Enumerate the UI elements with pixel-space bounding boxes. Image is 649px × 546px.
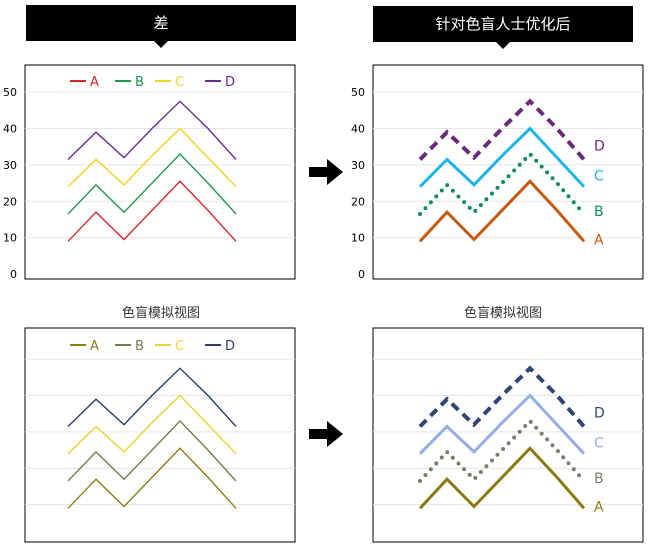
chart-bad-original: 0 10 20 30 40 50 A B C D: [3, 64, 296, 281]
chart-optimized-original: 0 10 20 30 40 50 AB CD: [351, 64, 644, 281]
series-line-b: [67, 152, 237, 215]
chart-bad-simulated: A B C D: [24, 327, 296, 543]
series-end-label-d: D: [594, 405, 605, 421]
arrow-right-icon: [309, 421, 343, 447]
y-tick-label: 10: [3, 232, 17, 245]
caption-simulation-right: 色盲模拟视图: [463, 306, 542, 321]
caption-simulation-left: 色盲模拟视图: [121, 306, 200, 321]
legend-label-c: C: [175, 75, 184, 90]
series-end-label-a: A: [594, 232, 604, 248]
arrow-right-icon: [309, 159, 343, 185]
series-line-b: [418, 418, 586, 483]
legend-label-d: D: [225, 75, 235, 90]
legend-label-d: D: [225, 339, 235, 354]
header-bad: 差: [26, 5, 296, 48]
series-end-label-c: C: [594, 436, 604, 452]
y-tick-label: 20: [351, 195, 365, 208]
series-end-label-b: B: [594, 471, 604, 487]
plot-frame: [24, 64, 296, 280]
y-tick-label: 0: [10, 268, 17, 281]
series-end-label-c: C: [594, 169, 604, 185]
y-tick-label: 40: [351, 123, 365, 136]
series-end-label-d: D: [594, 138, 605, 154]
series-end-label-b: B: [594, 204, 604, 220]
series-line-a: [418, 446, 586, 510]
series-line-b: [418, 151, 586, 216]
y-tick-label: 40: [3, 123, 17, 136]
y-tick-label: 0: [358, 268, 365, 281]
y-tick-label: 30: [3, 159, 17, 172]
y-tick-label: 10: [351, 232, 365, 245]
series-line-c: [67, 127, 237, 188]
header-optimized: 针对色盲人士优化后: [373, 6, 633, 49]
legend-label-a: A: [90, 339, 99, 354]
y-tick-label: 50: [3, 86, 17, 99]
series-line-b: [67, 419, 237, 482]
y-tick-label: 30: [351, 159, 365, 172]
series-line-c: [418, 126, 586, 188]
plot-frame: [24, 327, 296, 543]
plot-frame: [372, 64, 644, 280]
y-tick-label: 50: [351, 86, 365, 99]
series-line-c: [67, 394, 237, 455]
legend-label-b: B: [135, 75, 144, 90]
series-line-d: [418, 365, 586, 428]
legend-label-a: A: [90, 75, 99, 90]
series-line-d: [67, 367, 237, 428]
series-line-c: [418, 393, 586, 455]
legend-label-c: C: [175, 339, 184, 354]
y-tick-label: 20: [3, 195, 17, 208]
series-line-a: [418, 179, 586, 243]
legend-label-b: B: [135, 339, 144, 354]
series-line-a: [67, 447, 237, 509]
series-line-d: [67, 100, 237, 161]
series-end-label-a: A: [594, 499, 604, 515]
plot-frame: [372, 327, 644, 543]
series-line-d: [418, 98, 586, 161]
chart-optimized-simulated: AB CD: [372, 327, 644, 543]
series-line-a: [67, 180, 237, 242]
